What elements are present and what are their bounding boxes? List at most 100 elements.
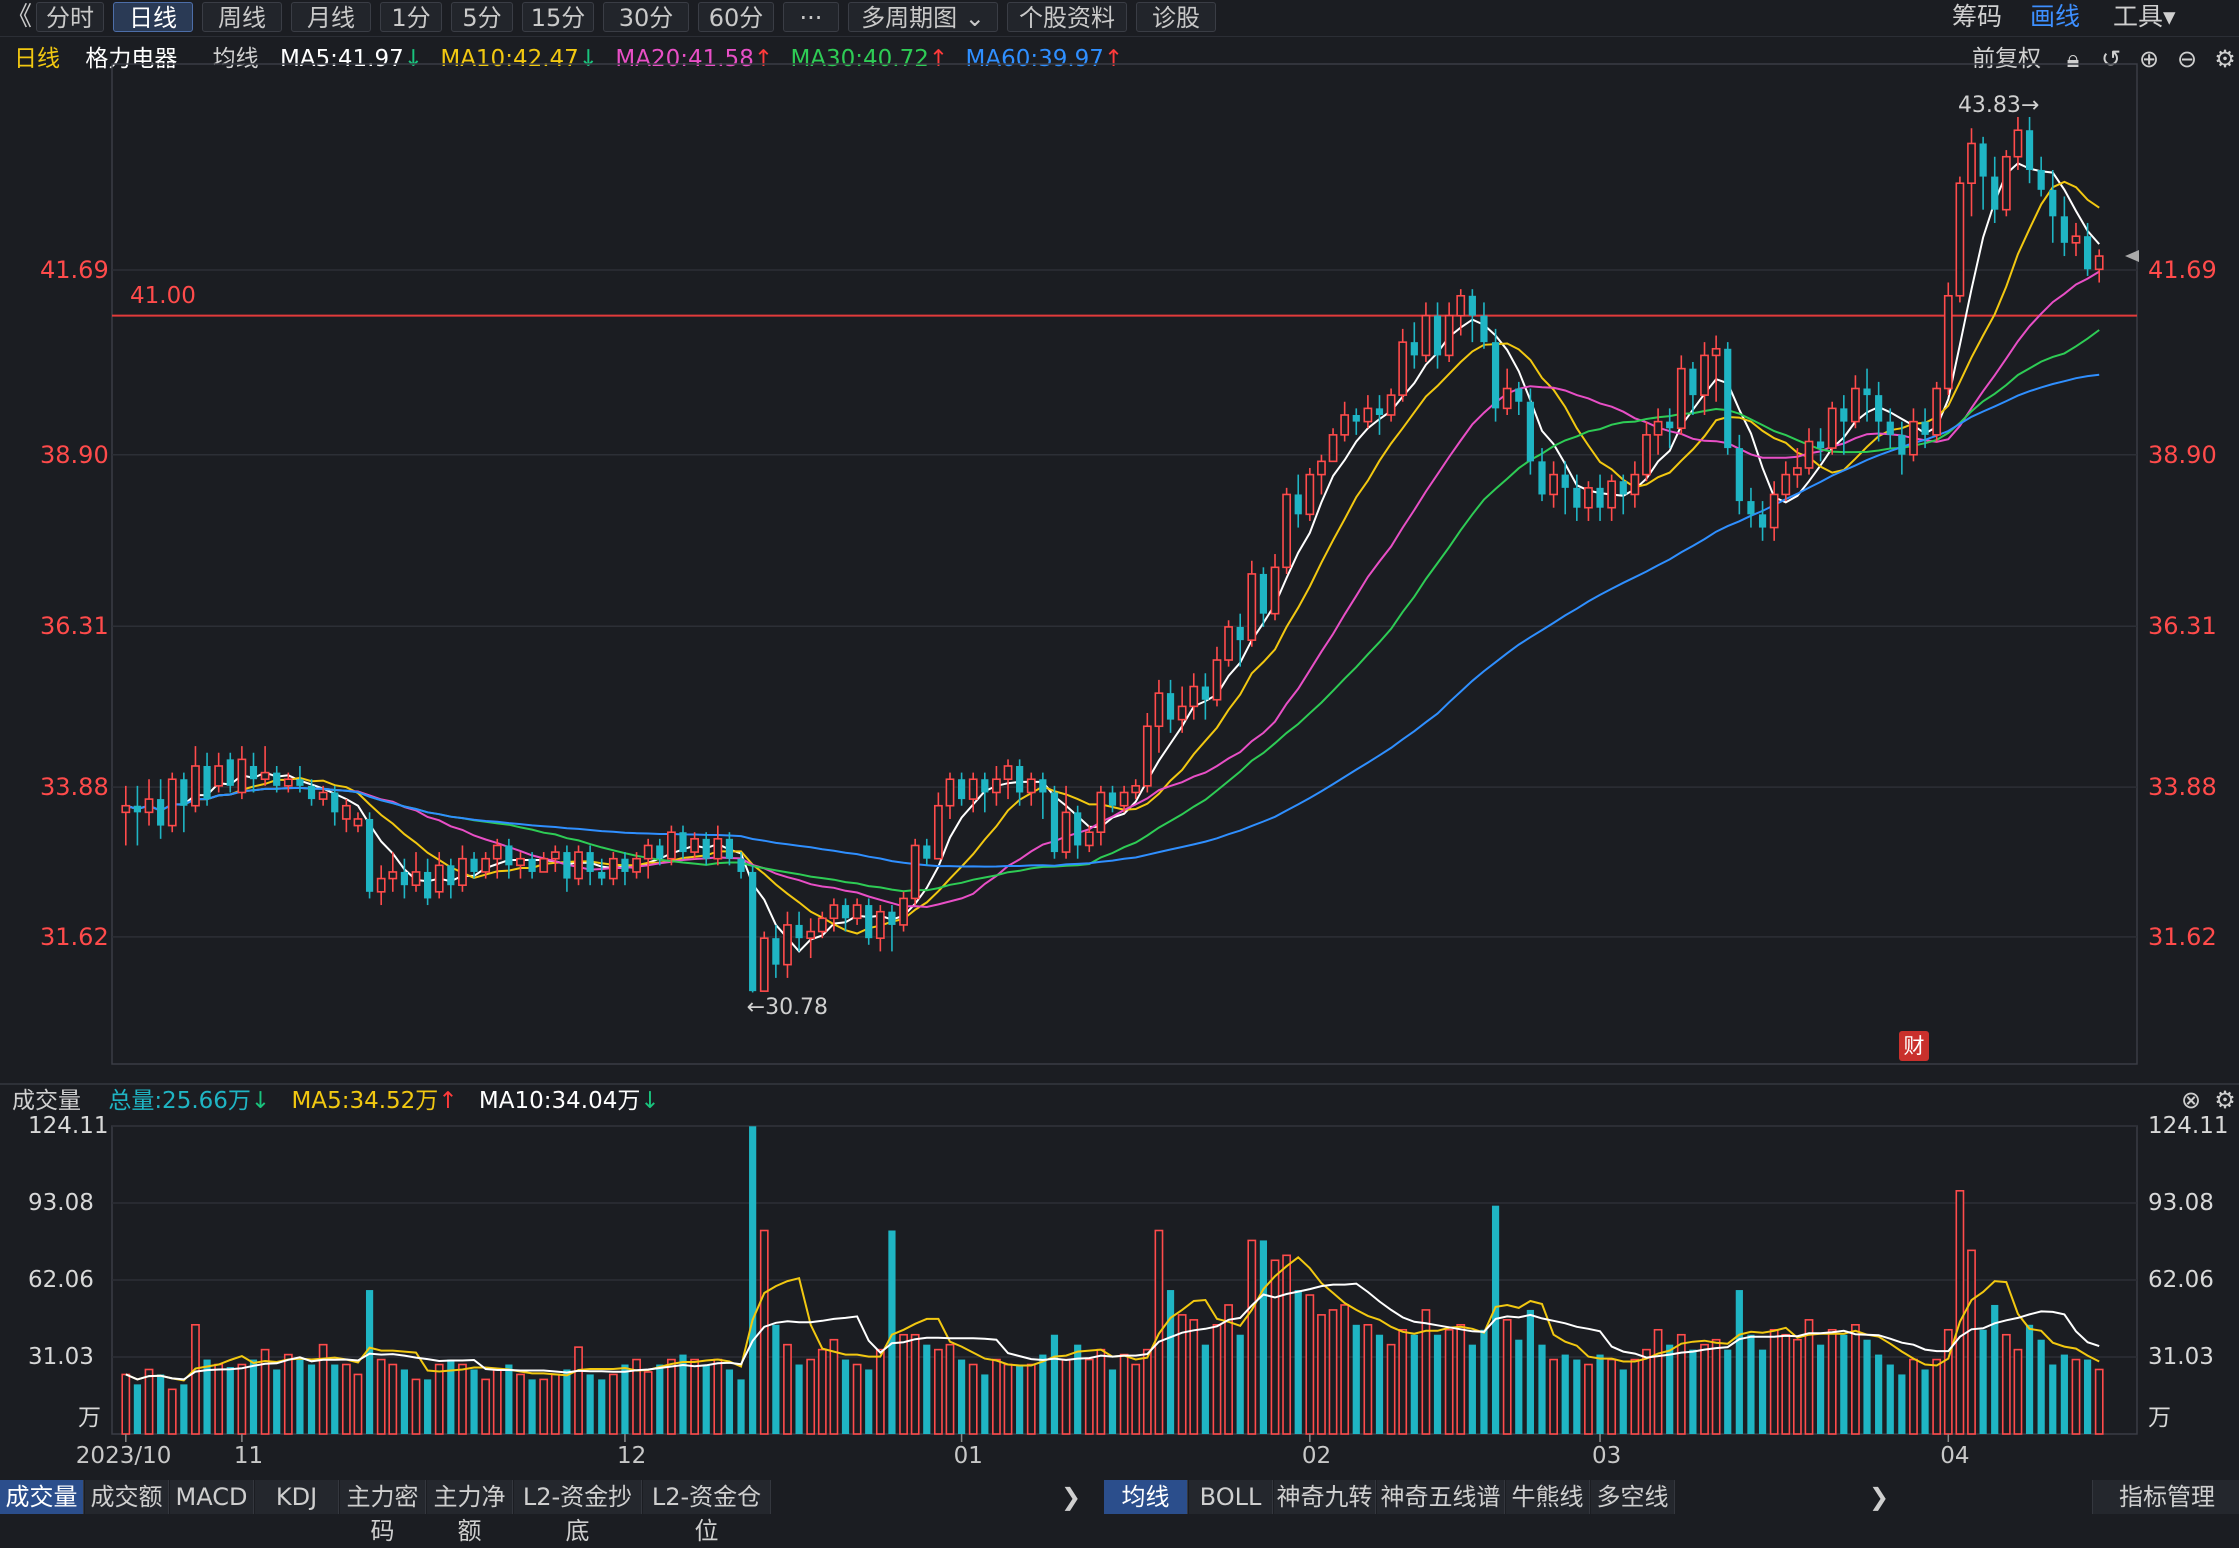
period-button[interactable]: 个股资料 [1007, 2, 1127, 32]
volume-bar [1676, 1333, 1686, 1435]
draw-line-button[interactable]: 画线 [2030, 2, 2081, 31]
volume-bar [1084, 1358, 1094, 1435]
candle-body [180, 779, 188, 806]
candle-body [1909, 420, 1918, 456]
volume-bar [1270, 1259, 1280, 1435]
candle-body [424, 871, 432, 899]
price-tick-label: 31.62 [2148, 922, 2217, 951]
candle-body [865, 905, 873, 939]
period-button[interactable]: 多周期图 ⌄ [848, 2, 998, 32]
indicator-tab[interactable]: L2-资金仓位 [643, 1480, 771, 1545]
zoom-out-icon[interactable]: ⊖ [2176, 45, 2198, 73]
candle-body [1735, 448, 1743, 502]
overlay-tab[interactable]: 神奇九转 [1274, 1480, 1376, 1514]
indicator-tab[interactable]: L2-资金抄底 [514, 1480, 642, 1545]
candle-body [1039, 779, 1047, 793]
period-button[interactable]: 60分 [698, 2, 774, 32]
volume-bar [1142, 1348, 1152, 1435]
indicator-manager-button[interactable]: 指标管理 [2092, 1480, 2239, 1514]
indicator-tab[interactable]: 成交额 [85, 1480, 169, 1514]
candle-body [806, 930, 816, 939]
ma-label[interactable]: 均线 [212, 46, 259, 72]
volume-bar [1979, 1329, 1987, 1434]
period-button[interactable]: 周线 [202, 2, 282, 32]
candle-body [1491, 342, 1500, 409]
price-tick-label: 31.62 [40, 922, 109, 951]
chevron-left-icon[interactable]: 《 [6, 2, 33, 32]
finance-badge[interactable]: 财 [1899, 1031, 1929, 1061]
period-button[interactable]: 5分 [451, 2, 513, 32]
indicator-tab[interactable]: MACD [170, 1480, 254, 1514]
overlay-tab[interactable]: 神奇五线谱 [1377, 1480, 1505, 1514]
chevron-right-icon[interactable]: ❯ [1868, 1483, 1890, 1511]
candle-body [1758, 514, 1767, 528]
ma20-value: MA20:41.58 [615, 46, 754, 72]
volume-ma10-line [125, 1282, 2100, 1381]
candle-body [2071, 235, 2081, 244]
overlay-tab[interactable]: 牛熊线 [1506, 1480, 1590, 1514]
candle-body [434, 864, 444, 893]
volume-bar [1666, 1344, 1674, 1434]
adjust-mode[interactable]: 前复权 [1972, 46, 2041, 72]
volume-bar [2071, 1358, 2081, 1435]
volume-bar [643, 1371, 653, 1435]
volume-bar [1016, 1364, 1024, 1434]
indicator-tab[interactable]: 成交量 [0, 1480, 84, 1514]
undo-icon[interactable]: ↺ [2100, 45, 2122, 73]
candle-body [1851, 387, 1860, 423]
period-button[interactable]: 15分 [522, 2, 594, 32]
gear-icon[interactable]: ⚙ [2214, 45, 2236, 73]
volume-bar [1769, 1328, 1779, 1435]
period-button[interactable]: 分时 [36, 2, 104, 32]
period-button[interactable]: 月线 [291, 2, 371, 32]
overlay-tab[interactable]: 多空线 [1591, 1480, 1675, 1514]
volume-bar [331, 1364, 339, 1434]
ma-legend: 日线 格力电器 均线 MA5:41.97↓ MA10:42.47↓ MA20:4… [14, 44, 1123, 74]
volume-bar [1573, 1359, 1581, 1434]
x-tick-label: 12 [616, 1443, 647, 1469]
overlay-tab[interactable]: 均线 [1104, 1480, 1188, 1514]
candle-body [1549, 473, 1559, 496]
indicator-tab[interactable]: 主力密码 [340, 1480, 426, 1545]
volume-tick-label: 93.08 [28, 1190, 94, 1216]
volume-bar [1700, 1343, 1709, 1435]
volume-bar [1480, 1329, 1488, 1434]
period-button[interactable]: 1分 [380, 2, 442, 32]
candle-body [1189, 685, 1199, 708]
period-button[interactable]: 诊股 [1136, 2, 1216, 32]
candle-body [1142, 725, 1152, 787]
candle-body [1259, 573, 1268, 614]
volume-bar [563, 1369, 571, 1434]
candle-body [492, 844, 502, 860]
indicator-tab[interactable]: KDJ [255, 1480, 339, 1514]
candle-body [1619, 481, 1627, 495]
volume-bar [1456, 1324, 1466, 1435]
overlay-tab[interactable]: BOLL [1189, 1480, 1273, 1514]
period-label: 日线 [14, 46, 60, 72]
indicator-tab[interactable]: 主力净额 [427, 1480, 513, 1545]
period-button[interactable]: 30分 [603, 2, 689, 32]
chips-button[interactable]: 筹码 [1952, 2, 2003, 31]
lock-icon[interactable]: 🔒︎ [2066, 45, 2080, 73]
candle-body [598, 871, 606, 879]
volume-bar [899, 1333, 908, 1435]
period-button[interactable]: ··· [783, 2, 839, 32]
volume-bar [1955, 1189, 1965, 1435]
chevron-right-icon[interactable]: ❯ [1060, 1483, 1082, 1511]
candle-body [1352, 414, 1360, 422]
zoom-in-icon[interactable]: ⊕ [2138, 45, 2160, 73]
gear-icon[interactable]: ⚙ [2214, 1086, 2236, 1114]
volume-bar [806, 1358, 816, 1435]
volume-bar [1863, 1339, 1871, 1434]
tools-menu[interactable]: 工具▾ [2113, 2, 2176, 31]
candle-body [1700, 354, 1709, 396]
period-button[interactable]: 日线 [113, 2, 193, 32]
candle-body [1340, 414, 1350, 436]
close-icon[interactable]: ⊗ [2180, 1086, 2202, 1114]
candle-body [1561, 474, 1569, 488]
volume-bar [1317, 1314, 1326, 1435]
candle-body [1666, 421, 1674, 429]
candle-body [1386, 394, 1396, 416]
volume-legend: 成交量 总量:25.66万↓ MA5:34.52万↑ MA10:34.04万↓ [12, 1086, 660, 1116]
